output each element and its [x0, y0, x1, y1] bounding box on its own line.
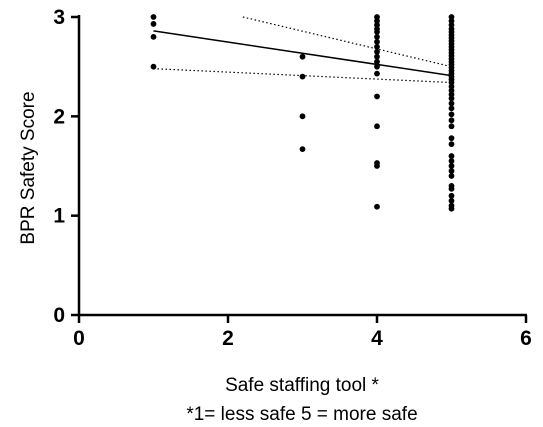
data-point	[448, 22, 455, 28]
data-point	[448, 185, 455, 192]
data-point	[448, 158, 455, 164]
x-tick-label: 6	[520, 327, 532, 350]
data-point	[448, 95, 455, 102]
data-point	[374, 203, 380, 210]
plot-area	[150, 14, 455, 212]
data-point	[374, 93, 380, 100]
data-point	[448, 173, 455, 179]
data-point	[374, 33, 380, 40]
data-point	[374, 14, 380, 20]
data-point	[448, 197, 455, 204]
data-point	[448, 83, 455, 90]
data-point	[448, 14, 455, 20]
data-point	[374, 58, 380, 65]
data-point	[374, 48, 380, 55]
axes: 0 2 4 6 0 1 2 3	[53, 6, 532, 350]
y-tick-label: 1	[53, 205, 65, 228]
data-point	[374, 29, 380, 35]
data-point	[374, 163, 380, 169]
data-point	[299, 53, 306, 60]
data-point	[374, 38, 380, 45]
y-tick-label: 2	[53, 105, 65, 128]
data-point	[374, 18, 380, 24]
data-point	[374, 123, 380, 130]
data-point	[448, 192, 455, 199]
x-tick-label: 4	[371, 327, 383, 350]
data-point	[374, 63, 380, 70]
data-point	[448, 91, 455, 98]
data-point	[448, 18, 455, 24]
data-point	[448, 141, 455, 148]
data-point	[374, 53, 380, 60]
data-point	[374, 22, 380, 28]
y-tick-label: 3	[53, 6, 65, 29]
data-point	[448, 168, 455, 174]
y-axis-title: BPR Safety Score	[18, 91, 39, 244]
data-point	[448, 205, 455, 212]
data-point	[150, 33, 157, 40]
data-point	[448, 123, 455, 130]
data-point	[299, 113, 306, 120]
data-point	[150, 63, 157, 70]
y-tick-label: 0	[53, 304, 65, 327]
data-point	[374, 70, 380, 77]
data-point	[374, 43, 380, 50]
data-point	[448, 153, 455, 159]
data-point	[448, 117, 455, 124]
data-point	[448, 105, 455, 112]
data-point	[448, 79, 455, 86]
data-point	[299, 73, 306, 80]
regression-line	[153, 30, 452, 77]
data-point	[448, 100, 455, 107]
data-point	[150, 21, 157, 27]
data-point	[448, 135, 455, 142]
data-point	[150, 14, 157, 20]
data-point	[299, 146, 306, 153]
x-axis-note: *1= less safe 5 = more safe	[186, 404, 417, 425]
x-axis-title: Safe staffing tool *	[225, 375, 379, 396]
data-point	[448, 111, 455, 118]
x-tick-label: 0	[73, 327, 85, 350]
data-point	[448, 163, 455, 169]
x-tick-label: 2	[222, 327, 234, 350]
data-point	[448, 87, 455, 94]
